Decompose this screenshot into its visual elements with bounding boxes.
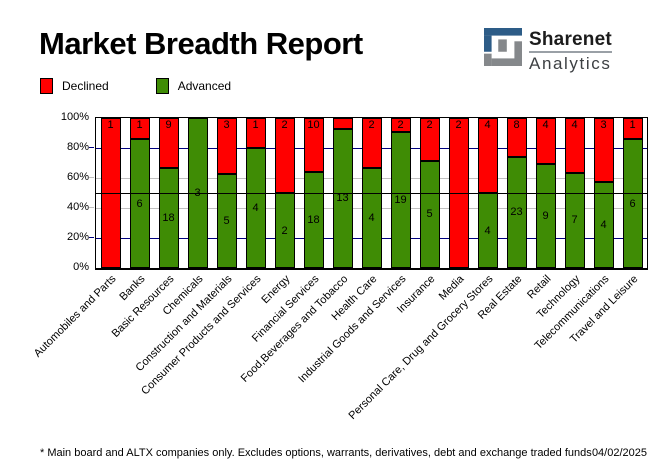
bar-segment-declined xyxy=(332,118,353,129)
stacked-bar-financial-services: 10 18 xyxy=(303,118,324,268)
report-date: 04/02/2025 xyxy=(591,447,647,459)
legend: Declined Advanced xyxy=(40,78,231,94)
declined-swatch-icon xyxy=(40,78,53,94)
stacked-bar-real-estate: 8 23 xyxy=(506,118,527,268)
y-tick-mark-60 xyxy=(89,177,94,178)
bar-segment-advanced: 6 xyxy=(622,139,643,268)
sharenet-logo-icon xyxy=(484,28,522,66)
bar-segment-declined: 4 xyxy=(564,118,585,173)
legend-label-declined: Declined xyxy=(62,79,109,93)
page-title: Market Breadth Report xyxy=(39,26,363,61)
bar-segment-advanced: 6 xyxy=(129,139,150,268)
bar-segment-advanced: 13 xyxy=(332,128,353,268)
bar-segment-declined: 1 xyxy=(622,118,643,140)
bar-segment-declined: 4 xyxy=(535,118,556,165)
bar-column: 13 xyxy=(328,118,357,268)
stacked-bar-industrial-goods-and-services: 2 19 xyxy=(390,118,411,268)
y-tick-label-0: 0% xyxy=(73,261,89,273)
bar-segment-advanced: 4 xyxy=(593,182,614,268)
plot-area: 1169183351422101813242192524482349473416 xyxy=(95,117,648,270)
y-tick-label-100: 100% xyxy=(60,111,89,123)
logo-divider xyxy=(529,51,612,53)
bar-segment-advanced: 23 xyxy=(506,156,527,268)
legend-item-declined: Declined xyxy=(40,78,109,94)
bar-segment-advanced: 7 xyxy=(564,172,585,268)
y-tick-label-60: 60% xyxy=(66,171,89,183)
bar-column: 2 19 xyxy=(386,118,415,268)
legend-item-advanced: Advanced xyxy=(155,78,232,94)
logo-line2: Analytics xyxy=(529,54,612,73)
fifty-percent-line xyxy=(96,193,647,194)
bar-segment-declined: 2 xyxy=(390,118,411,133)
bar-segment-declined: 2 xyxy=(361,118,382,168)
footnote: * Main board and ALTX companies only. Ex… xyxy=(40,447,592,459)
bar-segment-declined: 2 xyxy=(419,118,440,161)
bar-segment-declined: 8 xyxy=(506,118,527,157)
bar-segment-advanced: 4 xyxy=(477,193,498,268)
legend-label-advanced: Advanced xyxy=(177,79,232,93)
bar-segment-declined: 10 xyxy=(303,118,324,172)
bar-column: 10 18 xyxy=(299,118,328,268)
bar-column: 8 23 xyxy=(502,118,531,268)
bar-segment-declined: 3 xyxy=(216,118,237,175)
y-tick-mark-20 xyxy=(89,237,94,238)
bar-segment-advanced: 18 xyxy=(158,168,179,268)
bar-segment-declined: 2 xyxy=(274,118,295,193)
stacked-bar-food-beverages-and-tobacco: 13 xyxy=(332,118,353,268)
bar-segment-advanced: 5 xyxy=(216,174,237,268)
sharenet-logo: Sharenet Analytics xyxy=(484,28,612,73)
y-tick-label-80: 80% xyxy=(66,141,89,153)
bar-segment-advanced: 2 xyxy=(274,193,295,268)
bar-segment-advanced: 18 xyxy=(303,171,324,268)
bar-segment-advanced: 19 xyxy=(390,132,411,268)
bar-segment-declined: 3 xyxy=(593,118,614,183)
logo-line1: Sharenet xyxy=(529,29,612,50)
bar-segment-declined: 1 xyxy=(129,118,150,140)
bar-segment-declined: 4 xyxy=(477,118,498,193)
bar-segment-advanced: 5 xyxy=(419,160,440,268)
y-tick-label-20: 20% xyxy=(66,231,89,243)
y-tick-mark-80 xyxy=(89,147,94,148)
bar-segment-advanced: 4 xyxy=(245,148,266,268)
bar-segment-advanced: 9 xyxy=(535,164,556,268)
y-tick-label-40: 40% xyxy=(66,201,89,213)
bar-segment-declined: 9 xyxy=(158,118,179,168)
bar-segment-advanced: 4 xyxy=(361,168,382,268)
logo-text: Sharenet Analytics xyxy=(529,28,612,73)
bar-segment-declined: 1 xyxy=(245,118,266,148)
y-tick-mark-40 xyxy=(89,207,94,208)
advanced-swatch-icon xyxy=(155,78,169,94)
